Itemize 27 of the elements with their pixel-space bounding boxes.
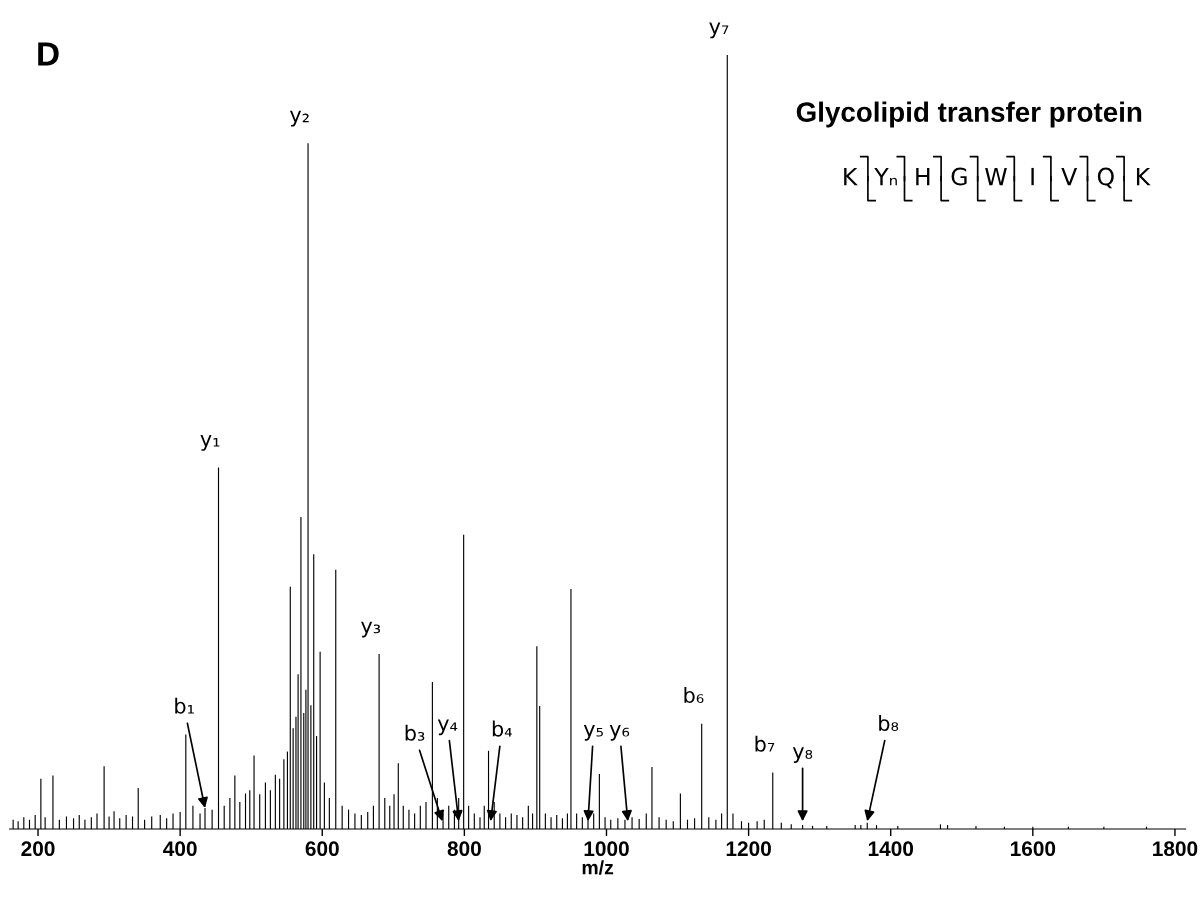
annotation: b₆ xyxy=(684,686,704,704)
annotation: b₁ xyxy=(175,697,194,714)
text: Glycolipid transfer protein xyxy=(796,101,1142,128)
x-tick-label: 600 xyxy=(305,841,339,857)
annotation: b₄ xyxy=(492,720,512,737)
chart-title: D xyxy=(38,42,59,66)
annotation: b₈ xyxy=(879,714,899,732)
x-tick-label: 1200 xyxy=(726,841,771,857)
x-tick-label: 200 xyxy=(21,841,55,857)
x-tick-label: 800 xyxy=(447,841,481,857)
text: K Yₙ H G W I V Q K xyxy=(844,167,1151,189)
annotation: y₃ xyxy=(361,621,381,638)
annotation: y₅ xyxy=(583,724,603,741)
x-tick-label: 400 xyxy=(163,841,197,857)
annotation: y₈ xyxy=(792,747,813,763)
annotation: y₆ xyxy=(609,724,630,741)
annotation: y₁ xyxy=(200,435,220,451)
x-tick-label: 1400 xyxy=(868,841,914,857)
annotation: y₄ xyxy=(437,719,458,736)
x-tick-label: 1800 xyxy=(1153,841,1198,857)
annotation: y₇ xyxy=(709,22,729,39)
annotation: b₃ xyxy=(405,724,425,741)
x-tick-label: 1000 xyxy=(584,841,629,857)
x-axis-title: m/z xyxy=(582,860,614,875)
annotation: y₂ xyxy=(289,110,309,127)
x-tick-label: 1600 xyxy=(1010,841,1056,857)
annotation: b₇ xyxy=(755,735,775,752)
